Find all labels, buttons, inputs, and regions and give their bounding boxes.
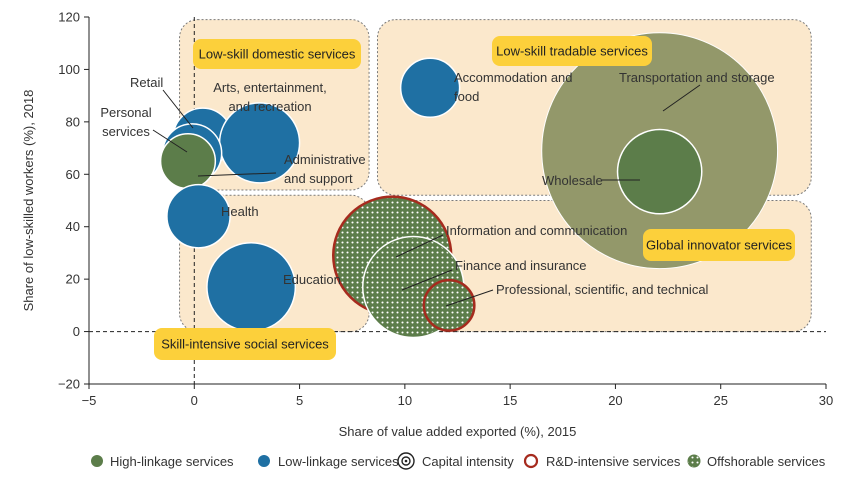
offshorable-dot-pattern [688,455,700,467]
y-tick-label: 100 [58,62,80,77]
legend-label-offshorable-services: Offshorable services [707,454,826,469]
bubble-administrative-and-support [159,133,217,190]
leader-line-finance-and-insurance [401,269,453,291]
group-label-global-innovator-services: Global innovator services [646,238,792,253]
y-tick-label: 80 [66,114,80,129]
y-tick-label: 20 [66,272,80,287]
group-label-low-skill-domestic-services: Low-skill domestic services [199,47,356,62]
leader-line-professional-scientific-and-technical [445,289,494,307]
group-label-skill-intensive-social-services: Skill-intensive social services [161,337,329,352]
x-tick-label: 5 [296,393,303,408]
label-education: Education [283,272,341,287]
label-administrative-and-support: and support [284,171,353,186]
label-personal-services: services [102,124,150,139]
label-arts-entertainment-and-recreation: and recreation [228,99,311,114]
x-tick-label: 15 [503,393,517,408]
label-personal-services: Personal [100,105,151,120]
y-tick-label: 0 [73,324,80,339]
label-wholesale: Wholesale [542,173,603,188]
legend-label-high-linkage-services: High-linkage services [110,454,234,469]
x-tick-label: −5 [82,393,97,408]
legend-high-linkage-dot-icon [91,455,103,467]
y-tick-label: 60 [66,167,80,182]
capital-intensity-center-dot [404,459,408,463]
label-accommodation-and-food: food [454,89,479,104]
group-badge-low-skill-domestic-services [193,39,361,69]
leader-line-retail [162,89,194,129]
x-tick-label: 30 [819,393,833,408]
legend-label-r-d-intensive-services: R&D-intensive services [546,454,681,469]
legend-label-low-linkage-services: Low-linkage services [278,454,399,469]
leader-line-transportation-and-storage [662,84,701,112]
group-badge-global-innovator-services [643,229,795,261]
x-tick-label: 25 [713,393,727,408]
label-transportation-and-storage: Transportation and storage [619,70,775,85]
legend-label-capital-intensity: Capital intensity [422,454,514,469]
label-professional-scientific-and-technical: Professional, scientific, and technical [496,282,709,297]
legend-offshorable-dots-icon [687,454,701,468]
group-label-low-skill-tradable-services: Low-skill tradable services [496,44,648,59]
x-tick-label: 10 [398,393,412,408]
label-finance-and-insurance: Finance and insurance [455,258,587,273]
label-information-and-communication: Information and communication [446,223,627,238]
y-axis-title: Share of low-skilled workers (%), 2018 [21,90,36,312]
label-arts-entertainment-and-recreation: Arts, entertainment, [213,80,326,95]
label-retail: Retail [130,75,163,90]
x-tick-label: 0 [191,393,198,408]
bubble-education [206,242,297,332]
x-axis-title: Share of value added exported (%), 2015 [339,424,577,439]
legend-capital-intensity-rings-icon [397,452,415,470]
y-tick-label: −20 [58,377,80,392]
legend-low-linkage-dot-icon [258,455,270,467]
legend-rd-ring-icon [523,453,539,469]
leader-line-information-and-communication [395,234,444,258]
x-tick-label: 20 [608,393,622,408]
y-tick-label: 40 [66,219,80,234]
bubble-accommodation-and-food [399,57,461,119]
label-accommodation-and-food: Accommodation and [454,70,573,85]
group-badge-skill-intensive-social-services [154,328,336,360]
leader-line-personal-services [152,129,188,153]
y-tick-label: 120 [58,10,80,25]
bubble-wholesale [616,128,703,215]
label-health: Health [221,204,259,219]
leader-line-administrative-and-support [197,172,277,177]
group-badge-low-skill-tradable-services [492,36,652,66]
bubble-health [166,183,231,249]
label-administrative-and-support: Administrative [284,152,366,167]
